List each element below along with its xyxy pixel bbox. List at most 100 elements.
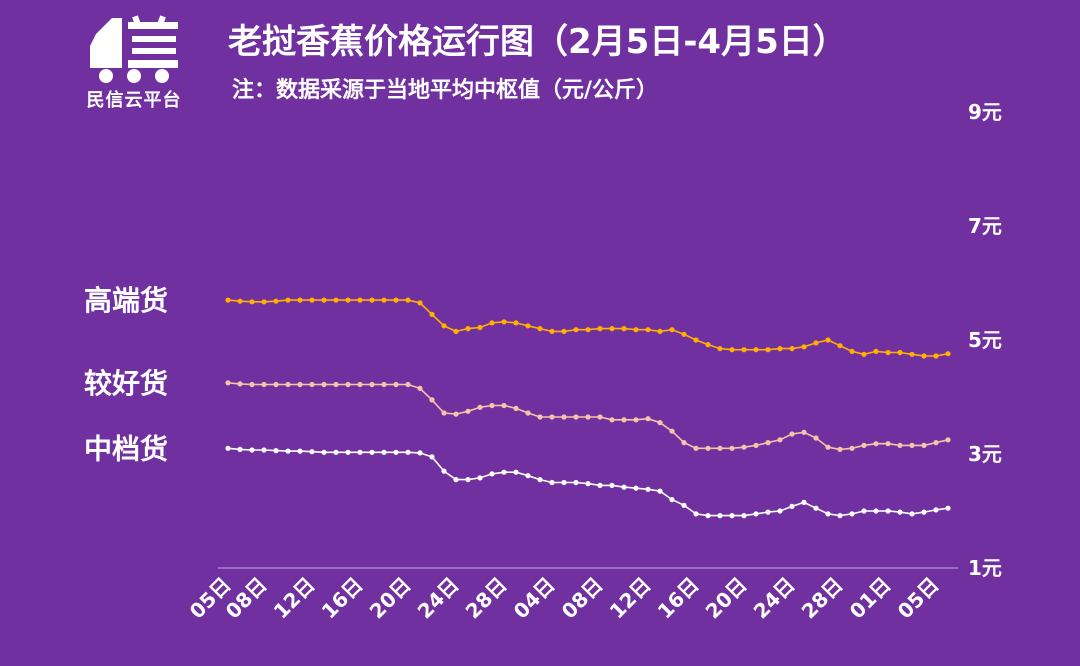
truck-logo-icon <box>90 15 178 83</box>
series-point <box>537 414 543 420</box>
series-point <box>297 448 303 454</box>
series-point <box>813 340 819 346</box>
series-point <box>789 503 795 509</box>
x-tick-label: 28日 <box>797 573 848 624</box>
series-point <box>789 431 795 437</box>
series-point <box>369 297 375 303</box>
series-point <box>525 473 531 479</box>
series-point <box>885 508 891 514</box>
series-point <box>261 299 267 305</box>
series-point <box>897 349 903 356</box>
x-tick-label: 28日 <box>461 573 512 624</box>
series-point <box>873 508 879 514</box>
series-point <box>621 417 627 423</box>
series-point <box>369 449 375 455</box>
series-point <box>789 346 795 352</box>
series-point <box>657 420 663 426</box>
series-point <box>381 297 387 303</box>
series-point <box>513 405 519 411</box>
series-point <box>357 297 363 303</box>
series-point <box>693 511 699 517</box>
series-point <box>801 429 807 435</box>
series-point <box>285 297 291 303</box>
series-point <box>333 297 339 303</box>
series-point <box>657 328 663 334</box>
series-point <box>549 479 555 486</box>
series-point <box>237 298 243 304</box>
series-point <box>249 299 255 305</box>
series-point <box>381 381 387 388</box>
series-point <box>705 513 711 519</box>
series-point <box>837 446 843 452</box>
series-point <box>897 509 903 515</box>
series-point <box>441 410 447 416</box>
series-point <box>657 488 663 494</box>
series-point <box>825 511 831 517</box>
series-point <box>837 343 843 349</box>
series-point <box>561 479 567 486</box>
x-tick-label: 20日 <box>701 573 752 624</box>
series-point <box>849 511 855 517</box>
series-point <box>717 513 723 519</box>
x-tick-label: 16日 <box>317 573 368 624</box>
series-point <box>705 342 711 348</box>
series-point <box>729 347 735 353</box>
series-point <box>393 449 399 455</box>
series-point <box>381 449 387 455</box>
y-tick-label: 1元 <box>968 556 1002 580</box>
series-point <box>885 349 891 356</box>
series-point <box>645 416 651 422</box>
series-point <box>345 449 351 455</box>
series-point <box>525 323 531 329</box>
series-point <box>717 445 723 451</box>
series-point <box>309 449 315 455</box>
series-point <box>561 414 567 420</box>
series-point <box>261 381 267 388</box>
series-point <box>249 447 255 453</box>
series-point <box>933 440 939 446</box>
series-point <box>741 513 747 519</box>
series-point <box>393 381 399 388</box>
series-point <box>321 381 327 388</box>
series-point <box>549 328 555 334</box>
chart-subtitle: 注：数据采源于当地平均中枢值（元/公斤） <box>232 78 659 103</box>
series-point <box>501 402 507 409</box>
x-tick-label: 01日 <box>845 573 896 624</box>
y-tick-label: 3元 <box>968 442 1002 466</box>
x-tick-label: 04日 <box>509 573 560 624</box>
series-point <box>681 440 687 446</box>
series-point <box>921 442 927 448</box>
series-point <box>765 440 771 446</box>
series-point <box>417 300 423 306</box>
series-point <box>465 477 471 483</box>
series-point <box>861 442 867 448</box>
series-point <box>417 450 423 456</box>
series-point <box>837 513 843 519</box>
series-point <box>933 353 939 359</box>
series-point <box>225 445 231 451</box>
series-point <box>705 445 711 451</box>
series-point <box>861 351 867 357</box>
series-point <box>453 477 459 483</box>
series-point <box>573 479 579 486</box>
series-point <box>717 346 723 352</box>
series-point <box>297 297 303 303</box>
series-label: 中档货 <box>84 432 168 465</box>
series-point <box>393 297 399 303</box>
series-point <box>777 508 783 514</box>
series-point <box>489 320 495 326</box>
series-point <box>273 298 279 304</box>
series-point <box>909 442 915 448</box>
series-point <box>609 326 615 332</box>
series-point <box>897 442 903 448</box>
chart-title: 老挝香蕉价格运行图（2月5日-4月5日） <box>228 22 847 62</box>
series-point <box>765 347 771 353</box>
series-point <box>285 381 291 388</box>
series-point <box>525 410 531 416</box>
series-point <box>873 441 879 447</box>
series-point <box>585 414 591 420</box>
x-tick-label: 20日 <box>365 573 416 624</box>
series-point <box>861 508 867 514</box>
series-point <box>777 346 783 352</box>
series-point <box>753 511 759 517</box>
